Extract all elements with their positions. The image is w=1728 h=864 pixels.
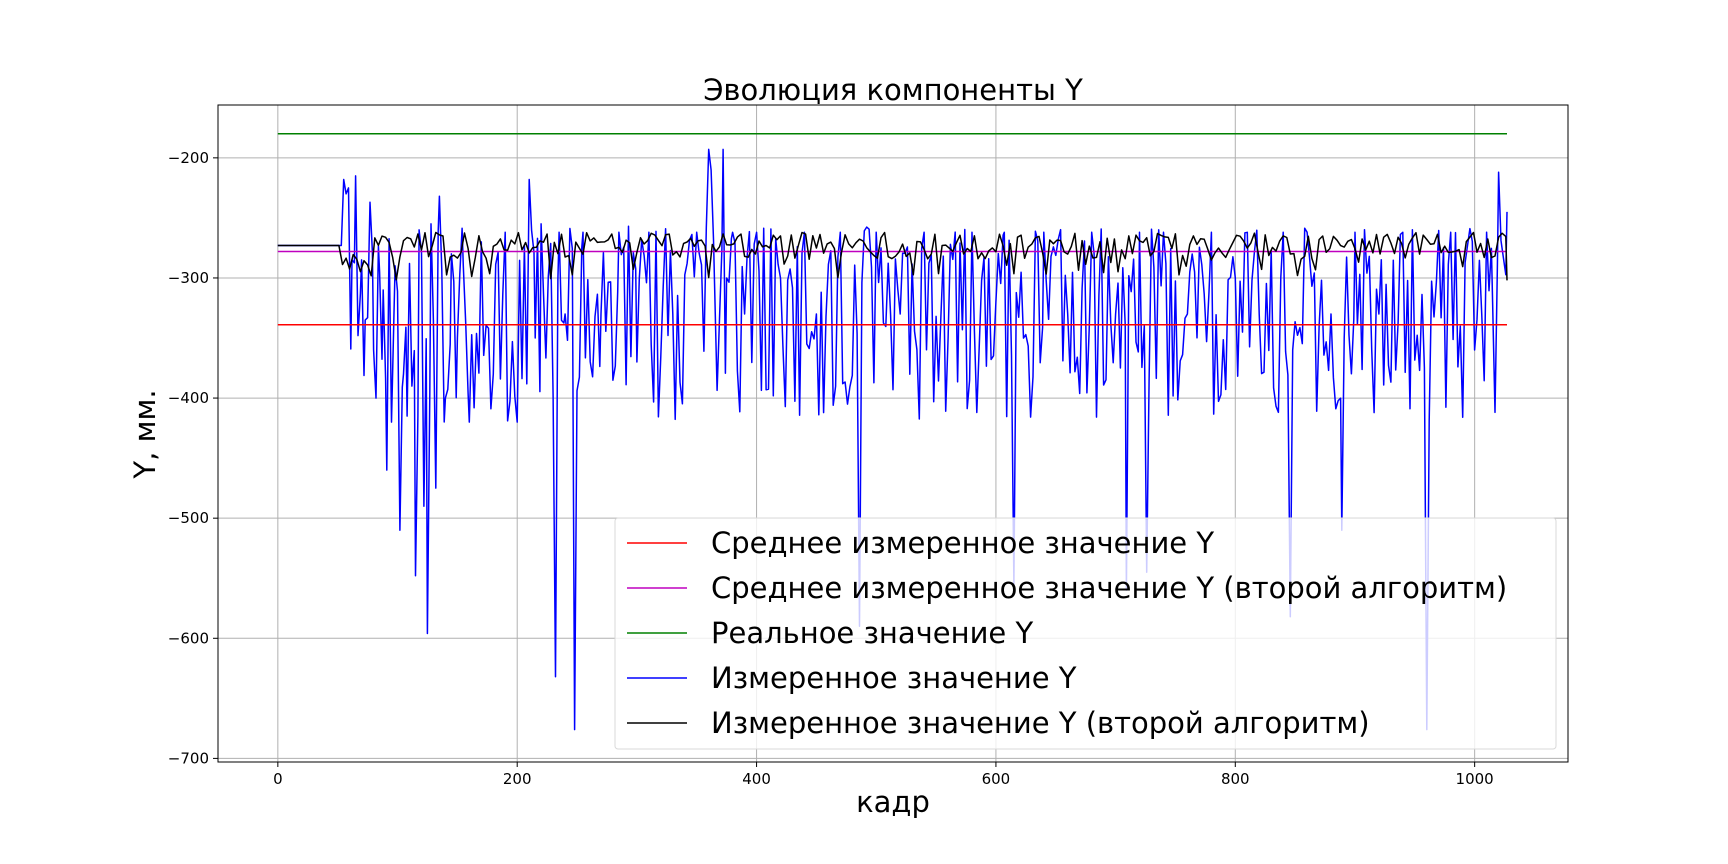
y-tick-label: −500 xyxy=(168,509,209,527)
series-line-4 xyxy=(277,148,1508,731)
y-axis-title: Y, мм. xyxy=(128,389,162,479)
legend-label: Реальное значение Y xyxy=(711,616,1033,650)
series-line-5 xyxy=(277,231,1508,281)
x-tick-label: 600 xyxy=(982,770,1011,788)
legend: Среднее измеренное значение Y Среднее изм… xyxy=(614,517,1557,750)
legend-label: Среднее измеренное значение Y xyxy=(711,526,1214,560)
axes-frame xyxy=(217,104,1569,763)
x-axis-title: кадр xyxy=(856,785,930,819)
plot-area xyxy=(277,133,1508,731)
x-tick-label: 200 xyxy=(503,770,532,788)
y-tick-label: −400 xyxy=(168,389,209,407)
x-tick-label: 1000 xyxy=(1456,770,1494,788)
legend-label: Измеренное значение Y xyxy=(711,661,1077,695)
y-tick-label: −200 xyxy=(168,149,209,167)
x-tick-label: 400 xyxy=(742,770,771,788)
axes: 0 200 400 600 800 1000 −200 −300 −400 −500 −600 −70… xyxy=(168,104,1569,788)
legend-box xyxy=(614,517,1557,750)
y-tick-label: −300 xyxy=(168,269,209,287)
legend-label: Измеренное значение Y (второй алгоритм) xyxy=(711,706,1370,740)
legend-label: Среднее измеренное значение Y (второй ал… xyxy=(711,571,1507,605)
x-tick-label: 0 xyxy=(273,770,283,788)
chart-title: Эволюция компоненты Y xyxy=(703,73,1083,107)
y-tick-label: −700 xyxy=(168,749,209,767)
x-tick-label: 800 xyxy=(1221,770,1250,788)
y-tick-label: −600 xyxy=(168,629,209,647)
